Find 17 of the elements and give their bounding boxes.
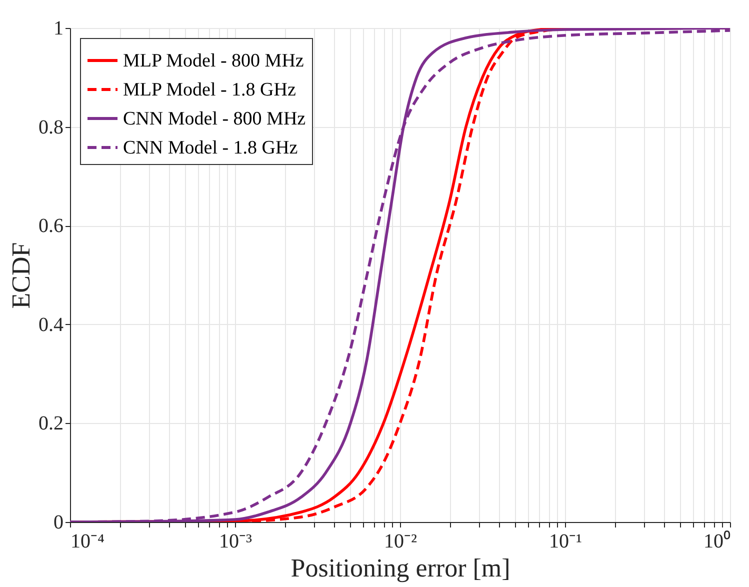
y-tick-label: 0 xyxy=(54,512,64,534)
legend-label: CNN Model - 800 MHz xyxy=(123,108,306,130)
y-tick-label: 1 xyxy=(54,18,64,40)
y-tick-label: 0.8 xyxy=(38,116,64,138)
x-tick-label: 10⁻⁴ xyxy=(70,530,104,552)
x-tick-label: 10⁻³ xyxy=(219,530,252,552)
x-tick-label: 10⁻² xyxy=(384,530,417,552)
x-axis-title: Positioning error [m] xyxy=(290,554,510,582)
y-tick-label: 0.2 xyxy=(38,412,64,435)
y-axis-title: ECDF xyxy=(6,242,36,309)
legend-label: MLP Model - 800 MHz xyxy=(123,50,304,72)
legend-label: CNN Model - 1.8 GHz xyxy=(123,138,298,158)
x-tick-label: 10⁰ xyxy=(704,530,730,552)
legend-label: MLP Model - 1.8 GHz xyxy=(123,80,296,100)
y-tick-label: 0.4 xyxy=(38,314,64,336)
y-tick-label: 0.6 xyxy=(38,215,64,238)
x-tick-label: 10⁻¹ xyxy=(549,530,582,552)
